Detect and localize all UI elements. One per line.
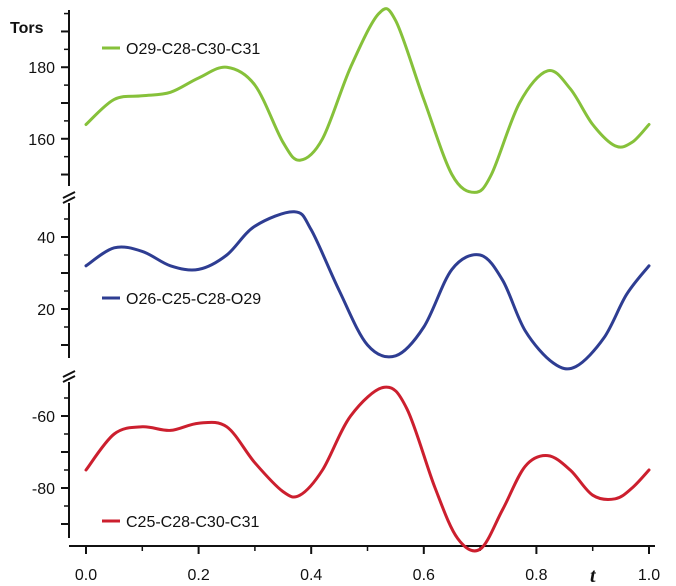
x-axis-title: t xyxy=(590,565,597,586)
y-tick-label: 20 xyxy=(37,302,55,319)
y-tick-label: -80 xyxy=(32,481,55,498)
axes: 0.0 0.2 0.4 0.6 0.8 1.0 180 160 40 20 -60 -80 xyxy=(28,10,660,584)
y-axis-title: Tors xyxy=(10,20,44,37)
axis-break-mark xyxy=(62,370,76,378)
x-tick-label: 0.4 xyxy=(300,567,322,584)
series-line-o29-c28-c30-c31 xyxy=(84,7,651,194)
x-tick-label: 0.8 xyxy=(525,567,547,584)
series-line-c25-c28-c30-c31 xyxy=(84,385,651,553)
legend-label: O29-C28-C30-C31 xyxy=(126,41,260,58)
series-layer xyxy=(84,7,651,553)
legend-label: O26-C25-C28-O29 xyxy=(126,291,261,308)
y-tick-label: 180 xyxy=(28,60,55,77)
x-tick-label: 0.2 xyxy=(187,567,209,584)
legend-layer: O29-C28-C30-C31 O26-C25-C28-O29 C25-C28-C3… xyxy=(102,41,261,531)
y-tick-label: -60 xyxy=(32,409,55,426)
y-tick-label: 160 xyxy=(28,132,55,149)
series-line-o26-c25-c28-o29 xyxy=(84,210,651,371)
axis-break-mark xyxy=(62,191,76,199)
legend-label: C25-C28-C30-C31 xyxy=(126,514,259,531)
axis-break-mark xyxy=(62,375,76,383)
x-tick-label: 0.6 xyxy=(413,567,435,584)
y-tick-label: 40 xyxy=(37,230,55,247)
x-tick-label: 1.0 xyxy=(638,567,660,584)
axis-break-mark xyxy=(62,196,76,204)
x-tick-label: 0.0 xyxy=(75,567,97,584)
